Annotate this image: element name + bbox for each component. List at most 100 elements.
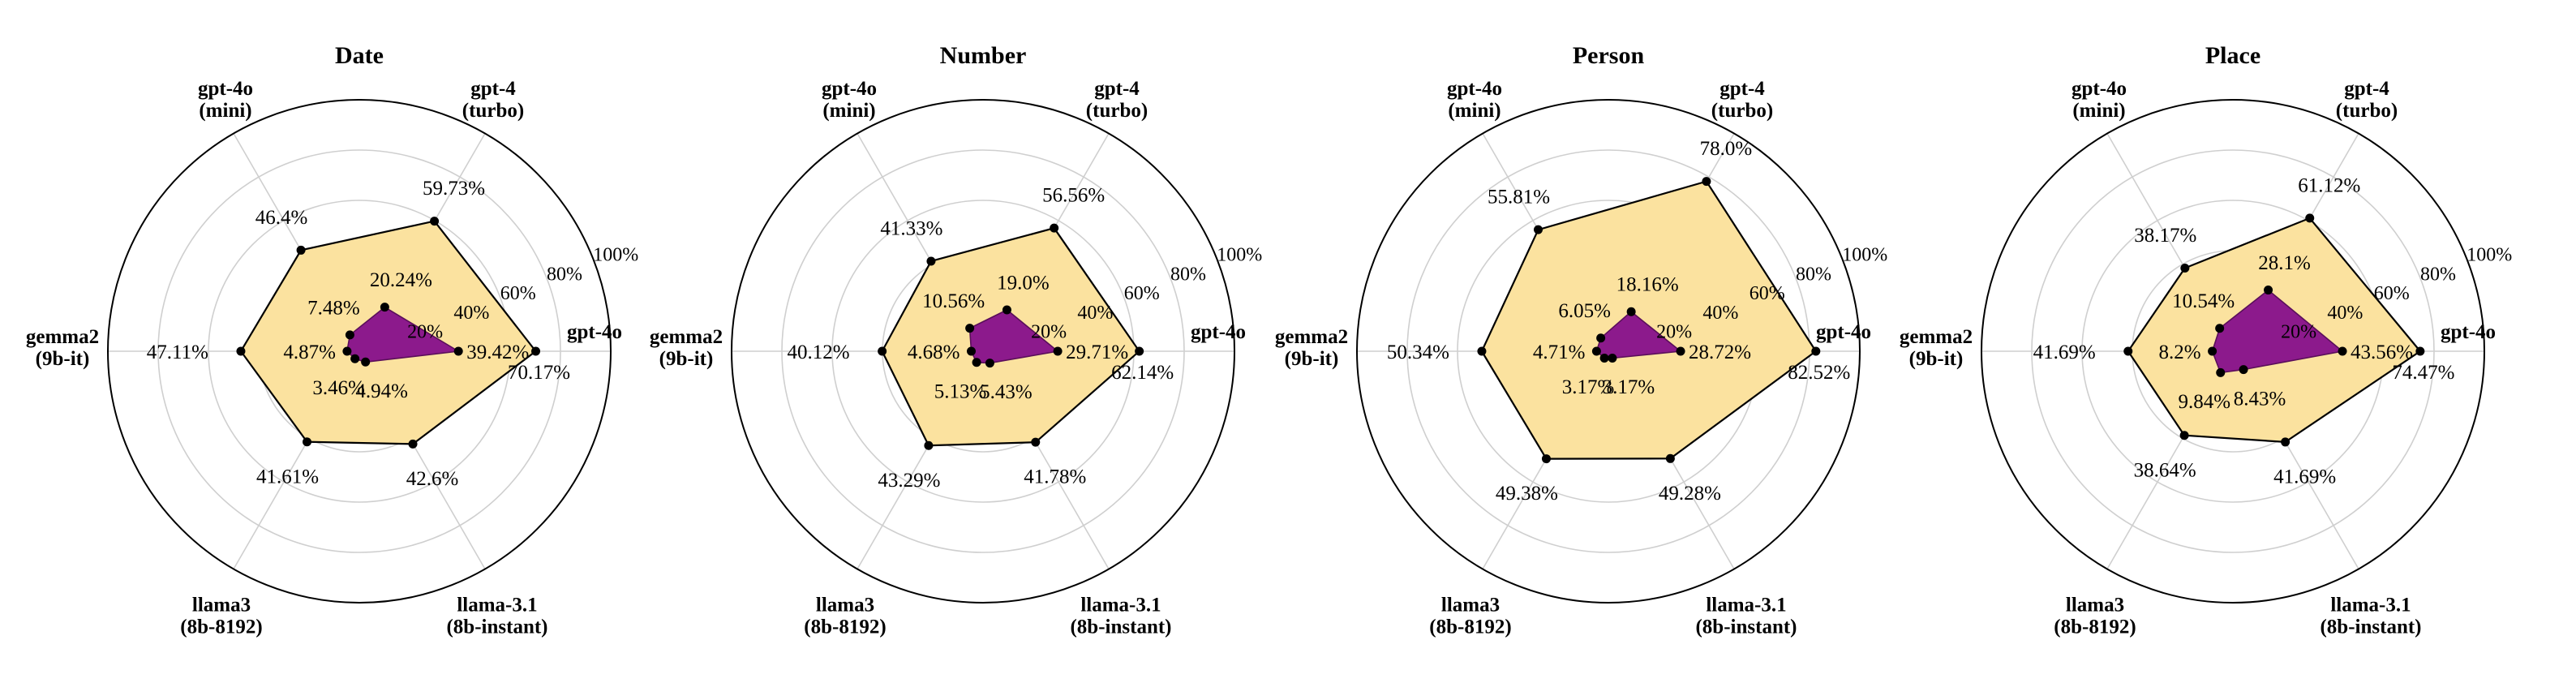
value-label: 5.13% [934, 380, 987, 402]
data-point [2338, 346, 2347, 356]
value-label: 38.17% [2134, 225, 2196, 247]
axis-name-label: (mini) [1448, 100, 1501, 122]
axis-name-label: llama3 [816, 594, 874, 616]
radial-tick-label: 80% [547, 264, 582, 285]
data-point [2123, 346, 2133, 356]
data-point [2180, 264, 2190, 273]
axis-name-label: (8b-8192) [1429, 616, 1511, 638]
value-label: 49.28% [1659, 483, 1721, 505]
radial-tick-label: 20% [1031, 322, 1067, 343]
data-point [2305, 213, 2315, 223]
axis-name-label: llama-3.1 [457, 594, 537, 616]
axis-name-label: (mini) [199, 100, 251, 122]
value-label: 9.84% [2178, 391, 2230, 413]
value-label: 59.73% [423, 178, 485, 200]
data-point [924, 440, 934, 450]
value-label: 49.38% [1496, 483, 1558, 505]
value-label: 6.05% [1558, 300, 1611, 322]
data-point [1541, 454, 1551, 464]
data-point [303, 437, 312, 447]
value-label: 56.56% [1042, 185, 1105, 207]
value-label: 4.87% [283, 342, 336, 363]
data-point [236, 346, 246, 356]
axis-name-label: (8b-instant) [2320, 616, 2421, 638]
data-point [1676, 346, 1685, 356]
data-point [2208, 346, 2218, 356]
value-label: 42.6% [406, 468, 459, 490]
value-label: 28.72% [1689, 342, 1751, 363]
value-label: 8.43% [2234, 388, 2286, 410]
radial-tick-label: 20% [407, 322, 443, 343]
data-point [531, 346, 541, 356]
data-point [1591, 346, 1601, 356]
axis-name-label: gpt-4 [1094, 78, 1140, 100]
data-point [2215, 324, 2225, 333]
axis-name-label: gpt-4o [1816, 321, 1871, 343]
axis-name-label: gpt-4o [822, 78, 877, 100]
value-label: 43.56% [2351, 342, 2413, 363]
radial-tick-label: 60% [1750, 283, 1785, 304]
data-point [1031, 437, 1041, 447]
data-point [1608, 354, 1617, 363]
outer-grid-circle [107, 99, 612, 604]
data-point [342, 346, 352, 356]
radial-tick-label: 100% [1217, 245, 1262, 266]
axis-name-label: (9b-it) [1909, 348, 1964, 370]
radial-tick-label: 60% [500, 283, 536, 304]
data-point [296, 245, 306, 255]
data-point [878, 346, 887, 356]
data-point [350, 354, 360, 363]
data-point [408, 439, 418, 449]
data-point [2239, 365, 2248, 375]
value-label: 41.69% [2033, 342, 2096, 363]
radial-tick-label: 20% [2281, 322, 2316, 343]
data-point [1135, 346, 1144, 356]
value-label: 78.0% [1700, 138, 1753, 160]
axis-name-label: gpt-4 [2344, 78, 2389, 100]
axis-name-label: (turbo) [1086, 100, 1148, 122]
radial-tick-label: 40% [2327, 303, 2363, 324]
value-label: 41.78% [1024, 466, 1086, 488]
data-point [453, 346, 463, 356]
axis-name-label: (mini) [822, 100, 875, 122]
data-point [1050, 223, 1059, 233]
data-point [1477, 346, 1487, 356]
value-label: 41.61% [256, 466, 319, 488]
panel-title: Place [2205, 42, 2260, 69]
axis-name-label: (8b-instant) [446, 616, 547, 638]
axis-name-label: gpt-4o [567, 321, 622, 343]
axis-name-label: gpt-4o [1191, 321, 1246, 343]
data-point [1665, 453, 1675, 463]
value-label: 74.47% [2392, 362, 2454, 384]
value-label: 7.48% [307, 297, 360, 319]
radial-tick-label: 100% [2467, 245, 2512, 266]
axis-name-label: llama3 [192, 594, 251, 616]
radial-tick-label: 80% [1170, 264, 1206, 285]
data-point [1002, 305, 1011, 315]
value-label: 4.71% [1533, 342, 1586, 363]
data-point [2179, 431, 2189, 440]
axis-name-label: (9b-it) [659, 348, 714, 370]
data-point [430, 217, 440, 226]
data-point [985, 359, 994, 368]
data-point [345, 330, 354, 340]
data-point [361, 357, 371, 367]
value-label: 62.14% [1111, 362, 1174, 384]
value-label: 47.11% [147, 342, 208, 363]
data-point [1626, 307, 1636, 316]
panel-title: Date [335, 42, 384, 69]
axis-name-label: gpt-4o [1447, 78, 1502, 100]
axis-name-label: (8b-8192) [2054, 616, 2136, 638]
axis-name-label: (8b-8192) [180, 616, 262, 638]
axis-name-label: llama-3.1 [1706, 594, 1786, 616]
axis-name-label: llama3 [1441, 594, 1500, 616]
data-point [1811, 346, 1821, 356]
data-point [965, 324, 975, 333]
value-label: 29.71% [1066, 342, 1128, 363]
value-label: 8.2% [2159, 342, 2201, 363]
value-label: 10.54% [2172, 290, 2235, 312]
axis-name-label: gemma2 [650, 326, 723, 348]
panel-title: Number [940, 42, 1027, 69]
data-point [1702, 177, 1711, 187]
outer-grid-circle [1356, 99, 1861, 604]
